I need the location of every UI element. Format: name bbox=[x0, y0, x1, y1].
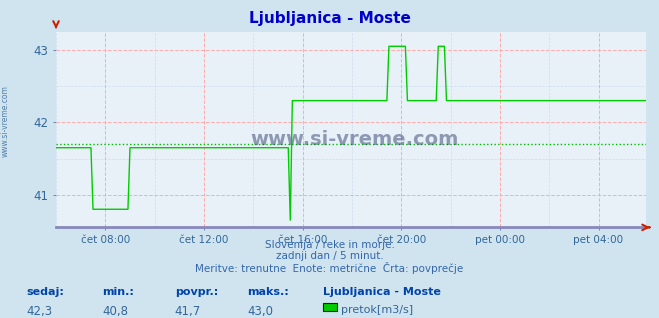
Text: Slovenija / reke in morje.: Slovenija / reke in morje. bbox=[264, 240, 395, 250]
Text: zadnji dan / 5 minut.: zadnji dan / 5 minut. bbox=[275, 251, 384, 261]
Text: 41,7: 41,7 bbox=[175, 305, 201, 318]
Text: sedaj:: sedaj: bbox=[26, 287, 64, 297]
Text: povpr.:: povpr.: bbox=[175, 287, 218, 297]
Text: Ljubljanica - Moste: Ljubljanica - Moste bbox=[323, 287, 441, 297]
Text: 42,3: 42,3 bbox=[26, 305, 53, 318]
Text: www.si-vreme.com: www.si-vreme.com bbox=[250, 130, 459, 149]
Text: 40,8: 40,8 bbox=[102, 305, 128, 318]
Text: 43,0: 43,0 bbox=[247, 305, 273, 318]
Text: www.si-vreme.com: www.si-vreme.com bbox=[1, 85, 10, 157]
Text: min.:: min.: bbox=[102, 287, 134, 297]
Text: Meritve: trenutne  Enote: metrične  Črta: povprečje: Meritve: trenutne Enote: metrične Črta: … bbox=[195, 262, 464, 274]
Text: Ljubljanica - Moste: Ljubljanica - Moste bbox=[248, 11, 411, 26]
Text: maks.:: maks.: bbox=[247, 287, 289, 297]
Text: pretok[m3/s]: pretok[m3/s] bbox=[341, 305, 413, 315]
